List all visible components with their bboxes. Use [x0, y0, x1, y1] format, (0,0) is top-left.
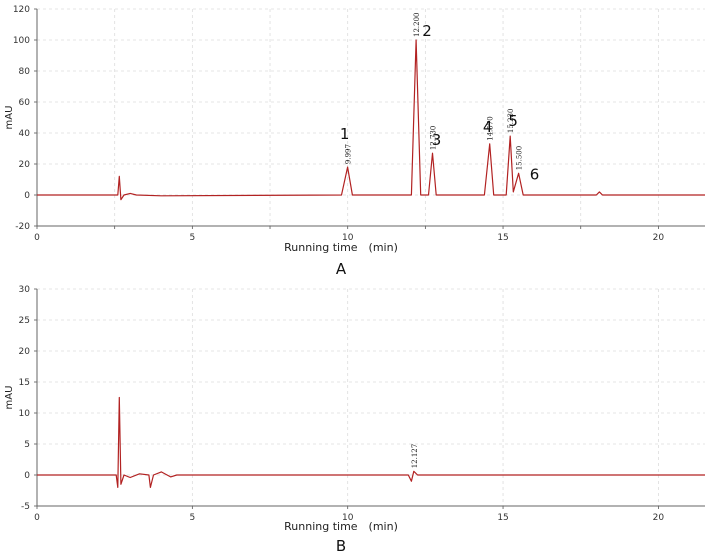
- retention-time-label: 12.730: [430, 126, 438, 151]
- retention-time-label: 9.997: [345, 144, 353, 164]
- y-tick-label: 20: [19, 160, 31, 170]
- panel-label: A: [336, 260, 347, 278]
- peak-number-label: 3: [432, 131, 442, 149]
- retention-time-label: 12.127: [411, 444, 419, 469]
- peak-number-label: 6: [530, 165, 540, 183]
- y-tick-label: 0: [24, 471, 30, 481]
- y-axis-label: mAU: [4, 106, 15, 130]
- series-line: [37, 396, 705, 488]
- x-tick-label: 20: [653, 513, 665, 523]
- y-tick-label: -5: [21, 502, 30, 512]
- panel-label: B: [336, 537, 346, 553]
- x-tick-label: 15: [497, 513, 508, 523]
- y-tick-label: 100: [13, 36, 30, 46]
- peak-number-label: 2: [422, 22, 432, 40]
- retention-time-label: 14.570: [487, 116, 495, 141]
- series-line: [37, 39, 705, 201]
- y-tick-label: -20: [15, 222, 30, 232]
- x-tick-label: 5: [189, 233, 195, 243]
- y-tick-label: 15: [19, 378, 30, 388]
- retention-time-label: 15.230: [507, 109, 515, 134]
- x-tick-label: 10: [342, 513, 354, 523]
- chromatogram-panel-b: -5 0 5 10 15 20 25 30 0 5 10 15 20 mAU Running time (m…: [4, 285, 705, 553]
- x-tick-label: 10: [342, 233, 354, 243]
- x-tick-label: 0: [34, 513, 40, 523]
- y-tick-label: 20: [19, 347, 31, 357]
- peak-number-label: 4: [483, 118, 493, 136]
- y-tick-label: 5: [24, 440, 30, 450]
- y-tick-label: 80: [19, 67, 31, 77]
- retention-time-label: 15.500: [516, 146, 524, 171]
- x-axis-label: Running time (min): [284, 241, 398, 254]
- y-axis-label: mAU: [4, 386, 15, 410]
- retention-time-label: 12.200: [413, 13, 421, 38]
- y-tick-label: 120: [13, 5, 30, 15]
- x-tick-label: 0: [34, 233, 40, 243]
- y-tick-label: 25: [19, 316, 30, 326]
- peak-number-label: 1: [340, 125, 350, 143]
- y-tick-label: 0: [24, 191, 30, 201]
- y-tick-label: 40: [19, 129, 31, 139]
- y-tick-label: 10: [19, 409, 31, 419]
- x-axis-label: Running time (min): [284, 520, 398, 533]
- x-tick-label: 20: [653, 233, 665, 243]
- peak-number-label: 5: [508, 112, 518, 130]
- x-tick-label: 15: [497, 233, 508, 243]
- y-tick-label: 60: [19, 98, 31, 108]
- x-tick-label: 5: [189, 513, 195, 523]
- y-tick-label: 30: [19, 285, 31, 295]
